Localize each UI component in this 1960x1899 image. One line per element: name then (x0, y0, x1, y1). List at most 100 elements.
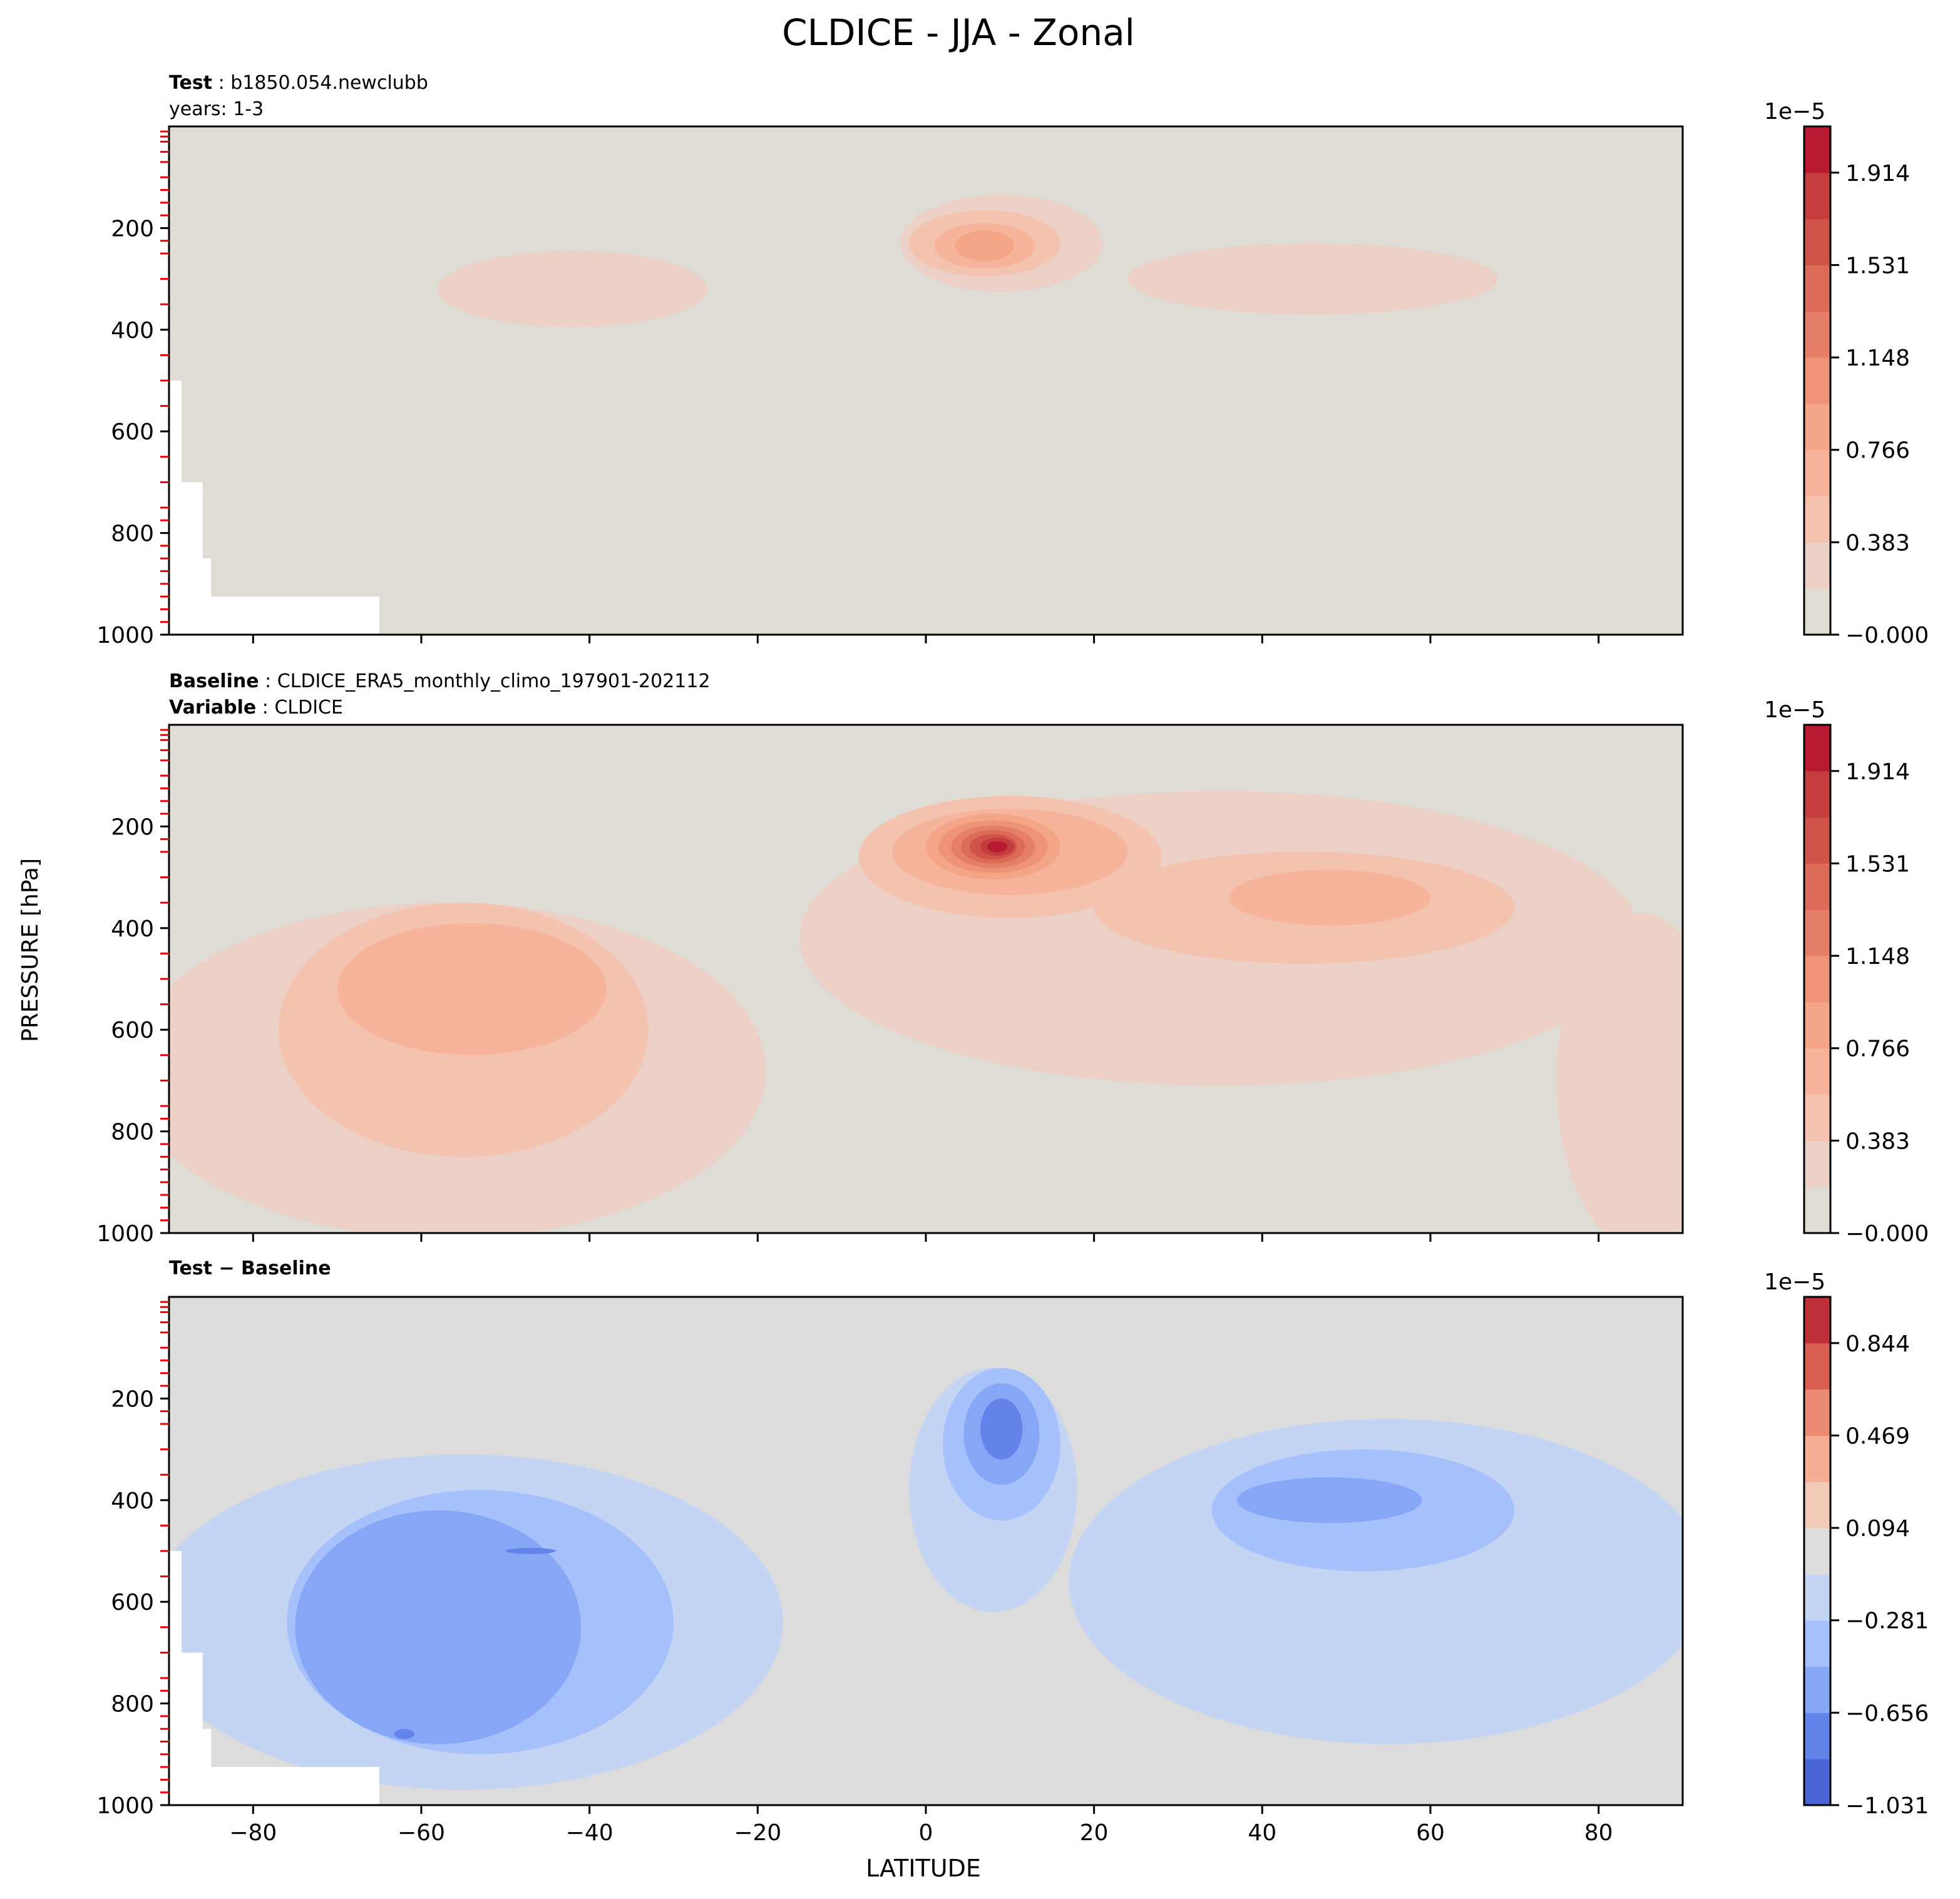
colorbar-segment (1804, 403, 1830, 451)
colorbar-tick-label: −0.000 (1845, 623, 1929, 648)
contour-field (169, 791, 1683, 1233)
y-tick-label: 600 (111, 1590, 154, 1615)
colorbar-segment (1804, 817, 1830, 864)
colorbar-tick-label: −0.000 (1845, 1221, 1929, 1247)
y-tick-label: 200 (111, 1386, 154, 1412)
y-tick-label: 800 (111, 521, 154, 547)
heading-bold: Test − Baseline (169, 1257, 331, 1279)
colorbar-frame (1803, 724, 1832, 1234)
colorbar-tick-label: 1.148 (1845, 944, 1910, 970)
contour-region-level-2 (295, 1510, 582, 1744)
y-tick-label: 600 (111, 1018, 154, 1043)
heading-text: CLDICE_ERA5_monthly_climo_197901-202112 (277, 670, 711, 692)
y-tick-label: 1000 (96, 1221, 154, 1247)
colorbar-tick-label: 0.766 (1845, 438, 1910, 464)
colorbar-tick-label: 0.383 (1845, 1129, 1910, 1154)
colorbar-segment (1804, 357, 1830, 404)
colorbar-segment (1804, 909, 1830, 956)
heading-bold: Variable (169, 697, 256, 719)
y-axis-label: PRESSURE [hPa] (18, 858, 43, 1042)
missing-data-region (169, 1551, 379, 1805)
colorbar-segment (1804, 265, 1830, 312)
y-tick-label: 600 (111, 419, 154, 445)
colorbar-segment (1804, 1297, 1830, 1344)
contour-region-level-1 (394, 1729, 415, 1739)
colorbar-difference: −1.031 −0.656 −0.281 0.094 0.469 0.844 1e−5 (1764, 1269, 1929, 1819)
colorbar-segment (1804, 1574, 1830, 1621)
contour-region-level-1 (980, 1398, 1023, 1460)
colorbar-tick-label: 1.914 (1845, 759, 1910, 785)
colorbar-segment (1804, 496, 1830, 543)
panel-heading-line: Baseline : CLDICE_ERA5_monthly_climo_197… (169, 670, 711, 692)
colorbar-tick-label: −0.656 (1845, 1701, 1929, 1726)
heading-sep: : (256, 697, 274, 719)
colorbar-tick-label: 0.844 (1845, 1331, 1910, 1357)
contour-region-level-3 (1228, 869, 1430, 926)
colorbar-multiplier: 1e−5 (1764, 99, 1825, 125)
colorbar-segment (1804, 1389, 1830, 1436)
y-tick-label: 400 (111, 916, 154, 942)
colorbar-segment (1804, 1482, 1830, 1528)
x-tick-label: −80 (229, 1820, 277, 1846)
colorbar-segment (1804, 172, 1830, 220)
contour-region-level-1 (438, 250, 707, 327)
colorbar-segment (1804, 1048, 1830, 1095)
colorbar-segment (1804, 218, 1830, 265)
colorbar-segment (1804, 542, 1830, 589)
heading-text: b1850.054.newclubb (230, 72, 428, 94)
contour-region-level-3 (337, 923, 607, 1055)
colorbar-segment (1804, 1528, 1830, 1575)
colorbar-segment (1804, 1001, 1830, 1049)
colorbar-segment (1804, 1140, 1830, 1187)
colorbar-segment (1804, 588, 1830, 635)
colorbar-tick-label: 0.383 (1845, 530, 1910, 556)
colorbar-frame (1803, 1296, 1832, 1806)
colorbar-test: −0.000 0.383 0.766 1.148 1.531 1.914 1e−5 (1764, 99, 1929, 648)
contour-field (169, 1368, 1683, 1805)
colorbar-segment (1804, 1094, 1830, 1141)
x-tick-label: 0 (919, 1820, 933, 1846)
x-tick-label: 60 (1416, 1820, 1445, 1846)
y-tick-label: 1000 (96, 1793, 154, 1819)
y-tick-label: 400 (111, 318, 154, 344)
colorbar-tick-label: 0.766 (1845, 1037, 1910, 1062)
colorbar-segment (1804, 311, 1830, 358)
heading-bold: Test (169, 72, 212, 94)
panels: Test : b1850.054.newclubb years: 1-3 200 40… (96, 72, 1929, 1846)
x-tick-label: 40 (1248, 1820, 1276, 1846)
colorbar-segment (1804, 725, 1830, 772)
contour-region-level-1 (505, 1548, 556, 1554)
x-tick-label: −60 (398, 1820, 445, 1846)
colorbar-segment (1804, 1620, 1830, 1667)
panel-baseline: Baseline : CLDICE_ERA5_monthly_climo_197… (96, 670, 1929, 1247)
contour-region-level-1 (1127, 243, 1498, 315)
colorbar-segment (1804, 1712, 1830, 1759)
x-tick-label: −20 (734, 1820, 781, 1846)
x-axis-label: LATITUDE (866, 1855, 981, 1882)
figure-title: CLDICE - JJA - Zonal (782, 11, 1135, 54)
y-tick-label: 800 (111, 1120, 154, 1145)
heading-sep: : (259, 670, 277, 692)
y-tick-label: 800 (111, 1692, 154, 1717)
missing-data-region (169, 381, 379, 635)
panel-heading-line: Test − Baseline (169, 1257, 331, 1279)
colorbar-segment (1804, 956, 1830, 1003)
colorbar-segment (1804, 449, 1830, 497)
y-tick-label: 200 (111, 814, 154, 840)
panel-heading-line: Test : b1850.054.newclubb (169, 72, 428, 94)
colorbar-segment (1804, 1759, 1830, 1806)
heading-sep: : (212, 72, 230, 94)
panel-test: Test : b1850.054.newclubb years: 1-3 200 40… (96, 72, 1929, 648)
colorbar-segment (1804, 863, 1830, 910)
x-tick-label: −40 (566, 1820, 613, 1846)
colorbar-tick-label: 1.531 (1845, 851, 1910, 877)
panel-heading-line: years: 1-3 (169, 98, 264, 120)
plot-background (169, 126, 1683, 635)
y-tick-label: 200 (111, 216, 154, 242)
y-tick-label: 1000 (96, 623, 154, 648)
heading-text: CLDICE (274, 697, 343, 719)
colorbar-tick-label: 0.094 (1845, 1516, 1910, 1542)
colorbar-multiplier: 1e−5 (1764, 1269, 1825, 1295)
colorbar-multiplier: 1e−5 (1764, 697, 1825, 723)
